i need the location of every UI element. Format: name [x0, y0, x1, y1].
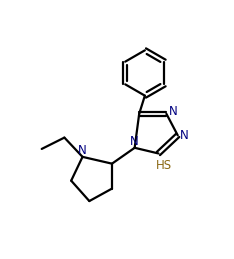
Text: N: N: [180, 129, 189, 142]
Text: N: N: [78, 144, 86, 157]
Text: N: N: [130, 135, 139, 148]
Text: N: N: [169, 105, 178, 118]
Text: HS: HS: [156, 160, 172, 172]
